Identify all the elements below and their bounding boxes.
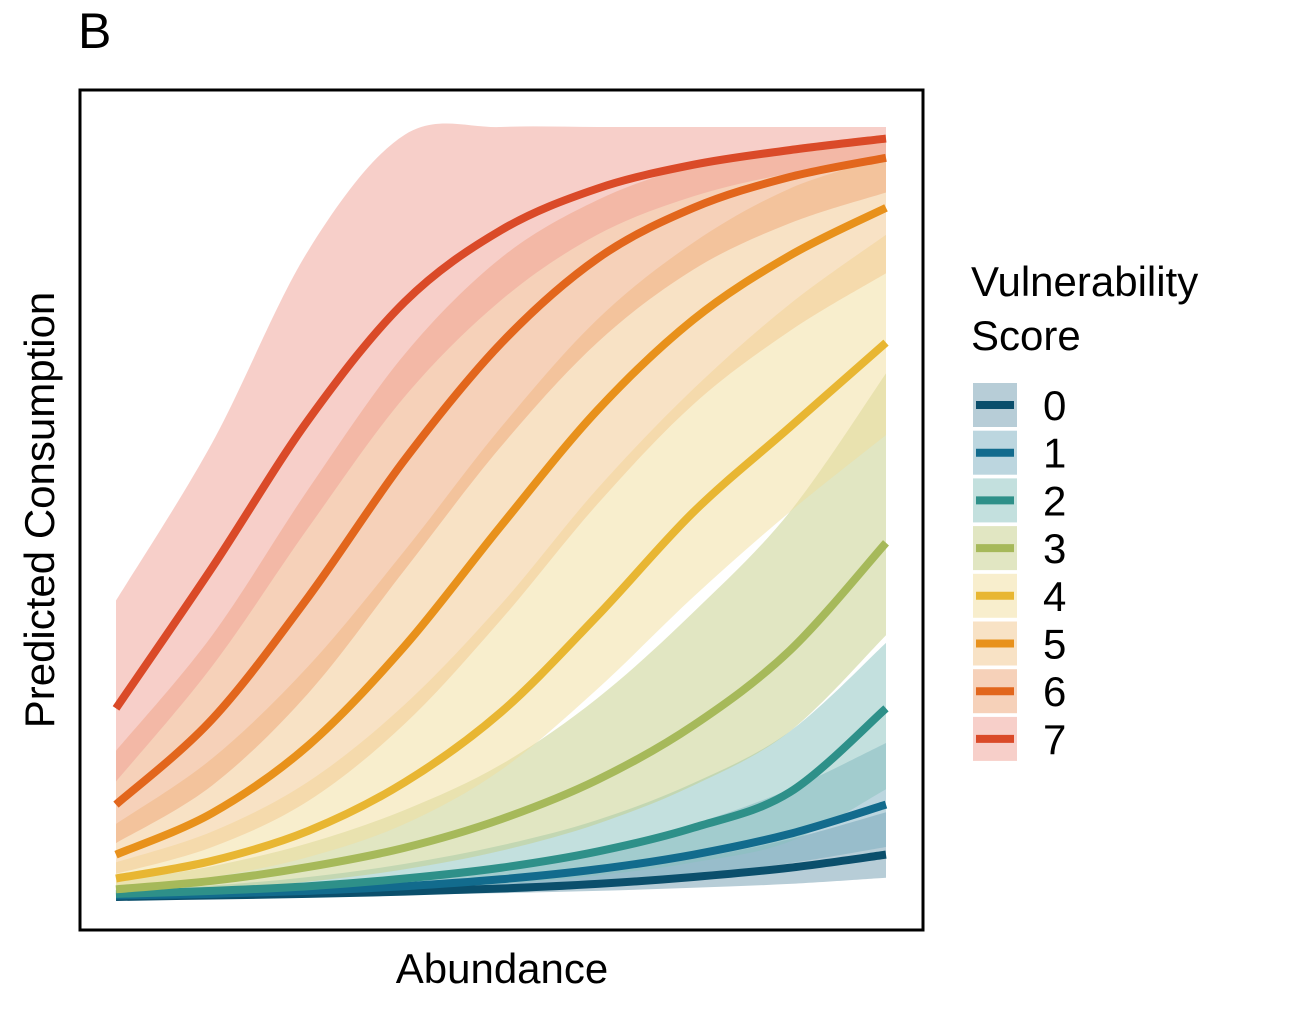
legend-label-2: 2 [1043, 477, 1066, 524]
legend-label-6: 6 [1043, 668, 1066, 715]
legend-item-0: 0 [973, 382, 1066, 429]
legend-label-4: 4 [1043, 573, 1066, 620]
y-axis-label: Predicted Consumption [16, 292, 63, 729]
plot-area [112, 123, 889, 901]
series-line-score-5 [114, 204, 888, 859]
series-line-score-6 [113, 153, 887, 808]
legend-item-4: 4 [973, 573, 1066, 620]
legend-item-7: 7 [973, 716, 1066, 763]
legend-label-3: 3 [1043, 525, 1066, 572]
confidence-band-score-5 [116, 157, 886, 874]
series-lines [112, 134, 889, 901]
panel-label: B [78, 3, 111, 59]
legend-title: Vulnerability Score [971, 258, 1210, 359]
x-axis-label: Abundance [396, 945, 609, 992]
series-line-score-4 [115, 339, 889, 883]
confidence-bands [116, 123, 886, 897]
legend-label-0: 0 [1043, 382, 1066, 429]
legend-item-6: 6 [973, 668, 1066, 715]
confidence-band-score-3 [116, 373, 886, 894]
series-line-score-2 [115, 705, 889, 898]
confidence-band-score-2 [116, 642, 886, 897]
legend-item-3: 3 [973, 525, 1066, 572]
legend-label-7: 7 [1043, 716, 1066, 763]
legend-label-1: 1 [1043, 430, 1066, 477]
legend-title-line-2: Score [971, 312, 1081, 359]
plot-frame [78, 88, 925, 932]
legend-title-line-1: Vulnerability [971, 258, 1198, 305]
legend-label-5: 5 [1043, 621, 1066, 668]
legend-item-2: 2 [973, 477, 1066, 524]
confidence-band-score-7 [116, 123, 886, 782]
confidence-band-score-6 [116, 134, 886, 844]
legend-item-5: 5 [973, 621, 1066, 668]
series-line-score-7 [112, 134, 887, 711]
series-line-score-3 [115, 540, 889, 894]
legend-item-1: 1 [973, 430, 1066, 477]
